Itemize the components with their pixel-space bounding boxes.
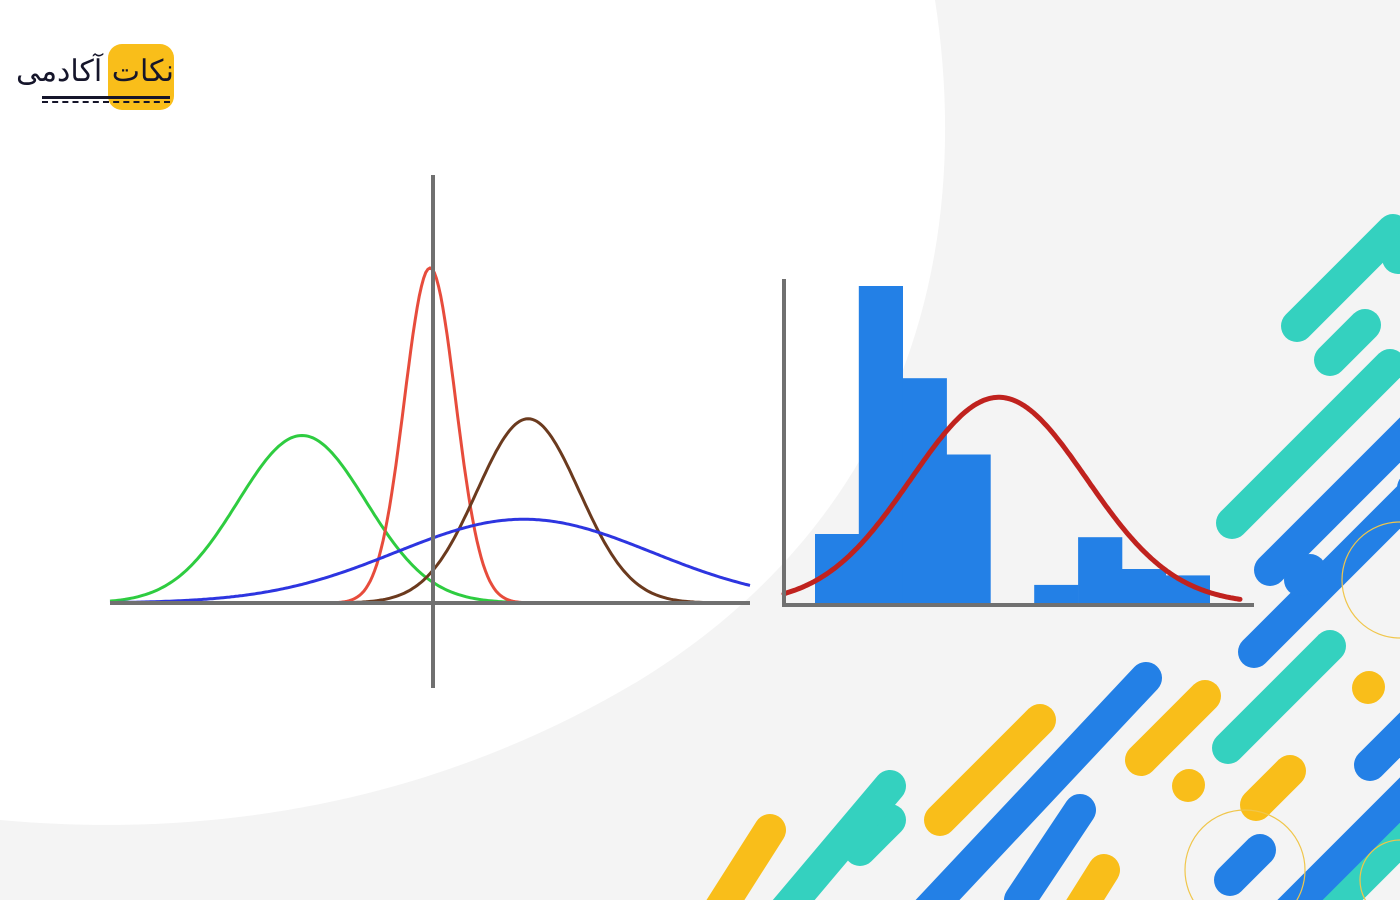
- stripe-pill: [1317, 817, 1400, 900]
- stripe-pill: [1066, 854, 1120, 900]
- stripe-pill: [772, 770, 906, 900]
- normal-distributions-figure: [109, 175, 751, 688]
- stripe-pill: [706, 814, 786, 900]
- stripe-pill: [1214, 834, 1276, 896]
- stripe-pill: [1004, 794, 1096, 900]
- stripe-pill: [1172, 769, 1205, 802]
- logo-wordmark: نکات آکادمی: [15, 54, 174, 89]
- stripe-pill: [1240, 755, 1306, 821]
- stripe-pill: [915, 662, 1162, 900]
- histogram-bar: [1121, 569, 1167, 604]
- fitted-normal-curve: [781, 394, 1243, 602]
- decorative-stripes: [706, 214, 1400, 900]
- logo-dotted-line: [42, 101, 170, 103]
- stripe-pill: [1277, 777, 1400, 900]
- outline-arc: [1184, 809, 1306, 900]
- white-background-panel: [0, 0, 946, 825]
- stripe-pill: [1238, 483, 1400, 668]
- histogram-bar: [858, 286, 903, 604]
- outline-arc: [1341, 521, 1400, 639]
- stripe-pill: [1125, 680, 1221, 776]
- stripe-pill: [1284, 554, 1326, 596]
- logo-badge: [108, 44, 174, 110]
- stripe-pill: [1281, 214, 1400, 342]
- logo-underline: [42, 96, 170, 99]
- stripe-pill: [1354, 712, 1400, 781]
- histogram-bar: [946, 454, 991, 604]
- brand-logo[interactable]: نکات آکادمی: [15, 42, 178, 114]
- stripe-pill: [1212, 630, 1346, 764]
- stripe-pill: [1216, 349, 1400, 539]
- stripe-pill: [924, 704, 1056, 836]
- histogram-figure: [781, 279, 1254, 607]
- stripe-pill: [1314, 309, 1381, 376]
- histogram-bar: [1034, 584, 1079, 604]
- histogram-bar: [902, 378, 947, 604]
- stripe-pill: [1352, 671, 1385, 704]
- stripe-pill: [844, 804, 906, 866]
- stripe-pill: [1254, 417, 1400, 586]
- outline-arc: [1359, 839, 1400, 900]
- blue-curve: [109, 517, 751, 605]
- histogram-bar: [1078, 537, 1123, 604]
